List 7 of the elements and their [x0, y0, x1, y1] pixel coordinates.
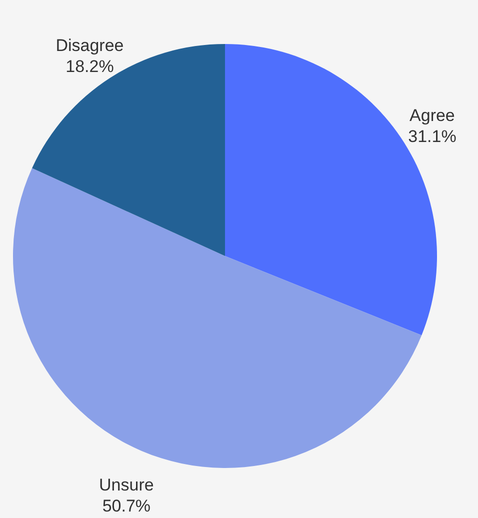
slice-label: Agree	[410, 106, 455, 126]
data-label: 50.7%	[102, 496, 151, 516]
data-label: 18.2%	[66, 56, 114, 76]
slice-label: Unsure	[99, 476, 154, 495]
data-label: 31.1%	[408, 127, 456, 146]
pie-slice	[13, 168, 422, 468]
slice-label: Disagree	[56, 36, 124, 55]
